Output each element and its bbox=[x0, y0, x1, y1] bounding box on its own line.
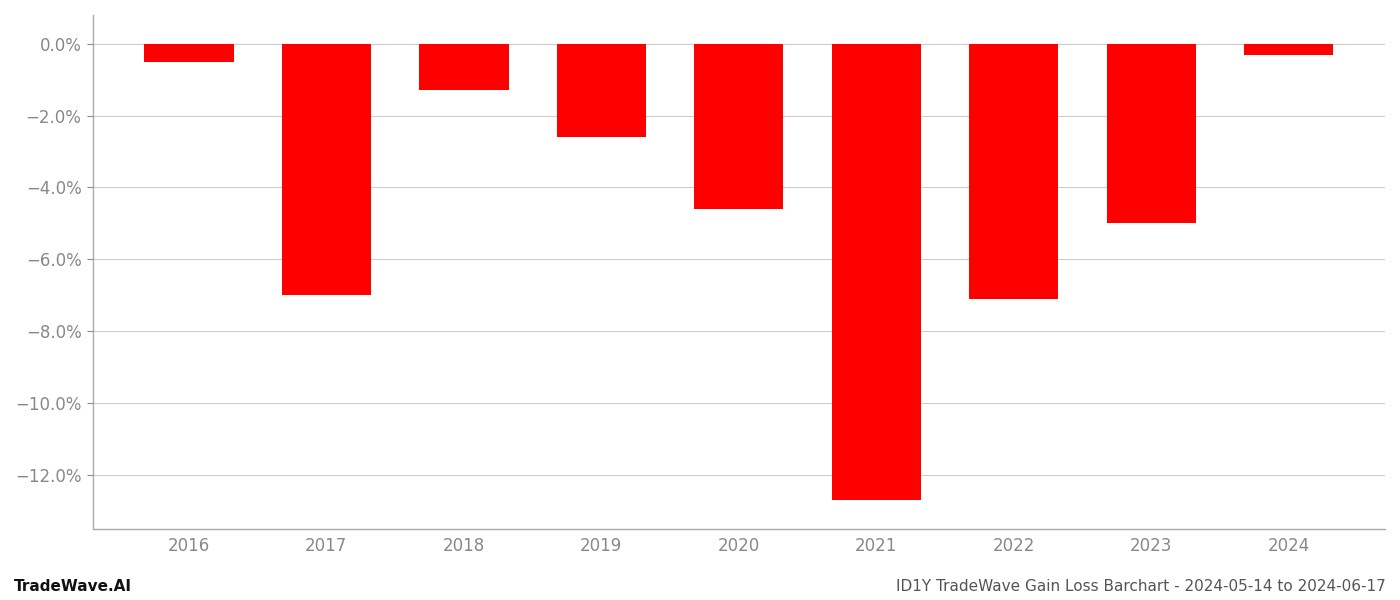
Bar bbox=[281, 44, 371, 295]
Bar bbox=[694, 44, 784, 209]
Bar bbox=[1106, 44, 1196, 223]
Bar bbox=[1245, 44, 1333, 55]
Bar bbox=[832, 44, 921, 500]
Bar bbox=[969, 44, 1058, 299]
Bar bbox=[557, 44, 645, 137]
Bar bbox=[419, 44, 508, 91]
Text: TradeWave.AI: TradeWave.AI bbox=[14, 579, 132, 594]
Bar bbox=[144, 44, 234, 62]
Text: ID1Y TradeWave Gain Loss Barchart - 2024-05-14 to 2024-06-17: ID1Y TradeWave Gain Loss Barchart - 2024… bbox=[896, 579, 1386, 594]
